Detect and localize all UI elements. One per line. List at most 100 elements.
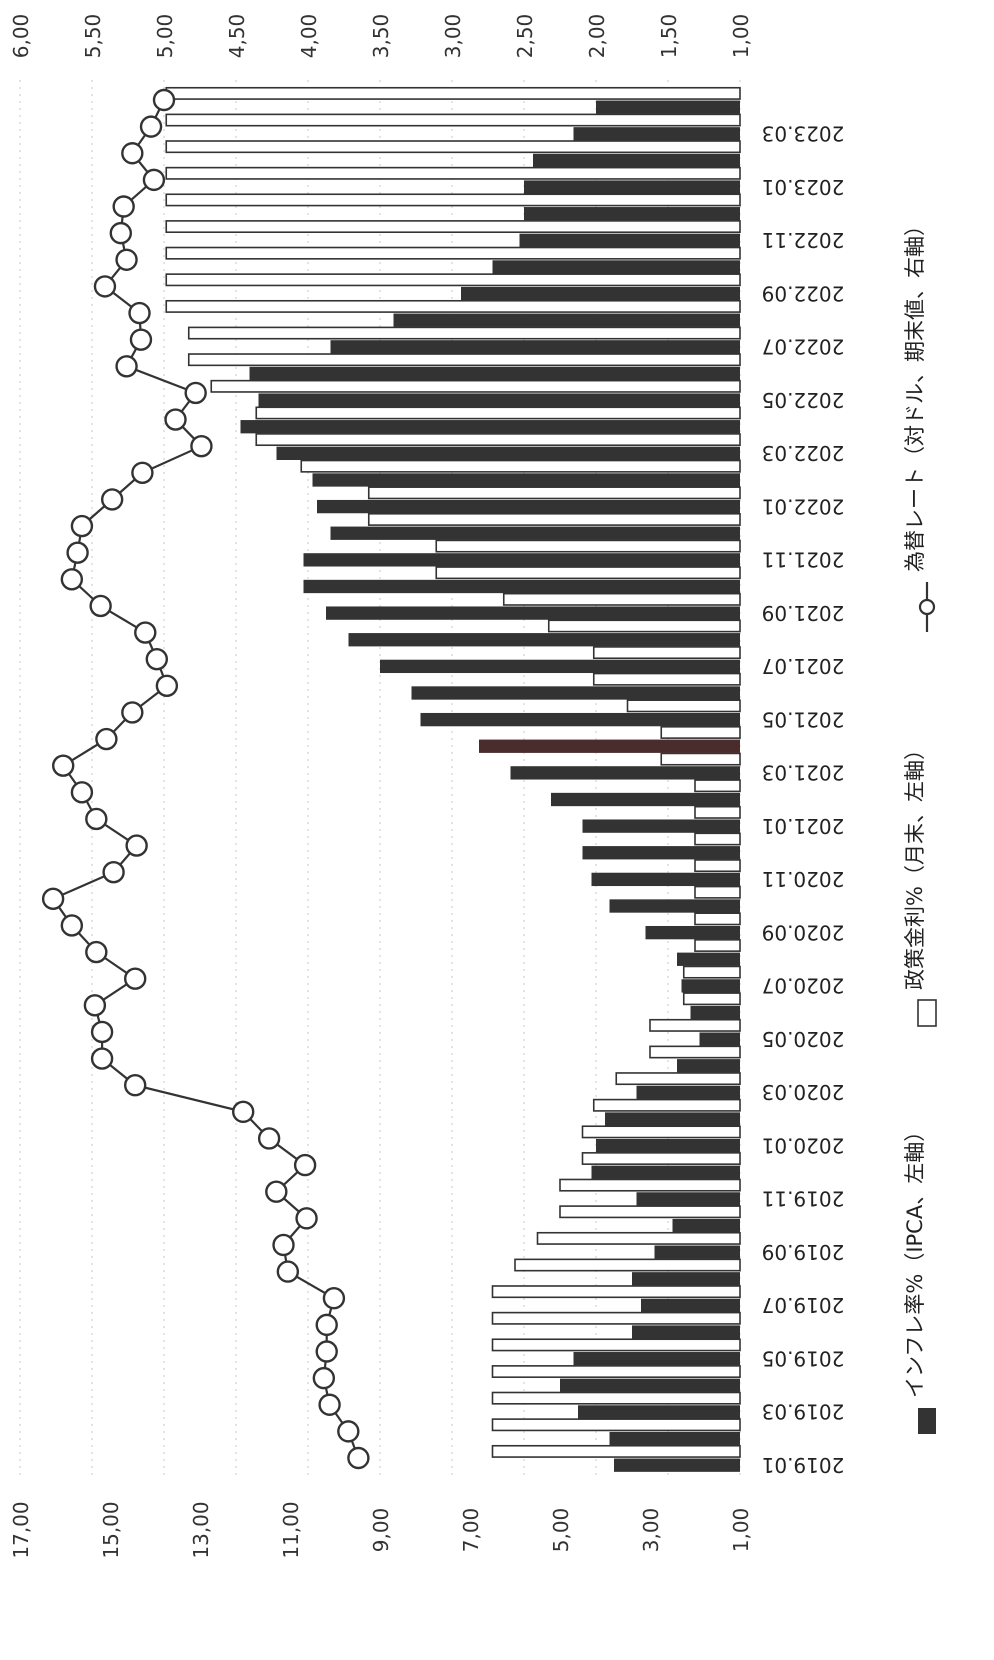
policy-rate-bar <box>581 1125 741 1139</box>
exchange-rate-point <box>231 1100 255 1124</box>
inflation-bar <box>380 659 740 674</box>
policy-rate-bar <box>514 1258 741 1272</box>
policy-rate-bar <box>592 646 741 660</box>
inflation-bar <box>591 1165 740 1179</box>
policy-rate-bar <box>660 752 741 766</box>
policy-rate-bar <box>165 166 741 180</box>
exchange-rate-point <box>318 1393 341 1416</box>
inflation-bar <box>614 1458 740 1472</box>
inflation-bar <box>645 925 740 940</box>
category-label: 2019.11 <box>762 1187 845 1211</box>
exchange-rate-point <box>83 994 107 1017</box>
exchange-rate-point <box>337 1420 360 1443</box>
inflation-bar <box>524 207 740 221</box>
inflation-bar <box>582 846 740 860</box>
category-label: 2021.09 <box>762 601 845 625</box>
policy-rate-bar <box>255 406 741 420</box>
category-label: 2020.07 <box>762 974 845 998</box>
exchange-rate-point <box>121 142 144 165</box>
inflation-bar <box>303 579 740 594</box>
inflation-bar <box>560 1378 740 1392</box>
exchange-rate-point <box>93 275 117 298</box>
policy-rate-bar <box>491 1444 741 1458</box>
policy-rate-bar <box>682 965 741 979</box>
policy-rate-bar <box>165 246 741 260</box>
category-label: 2019.01 <box>762 1453 845 1477</box>
policy-rate-bar <box>165 86 741 100</box>
inflation-bar <box>312 473 740 487</box>
left-axis-tick: 11,00 <box>279 1501 303 1558</box>
exchange-rate-point <box>139 115 163 138</box>
left-axis-tick: 7,00 <box>459 1508 483 1553</box>
exchange-rate-point <box>322 1287 346 1310</box>
policy-rate-bar <box>491 1338 741 1352</box>
inflation-bar <box>609 899 740 913</box>
policy-rate-bar <box>626 699 741 713</box>
legend-swatch-inflation <box>918 1408 936 1434</box>
exchange-rate-point <box>115 248 138 271</box>
exchange-rate-point <box>70 781 94 804</box>
legend-label-policy-rate: 政策金利%（月末、左軸） <box>903 739 927 990</box>
legend-swatch-exchange-marker <box>918 598 936 616</box>
exchange-rate-path <box>51 99 360 1459</box>
inflation-bar <box>420 712 740 727</box>
inflation-bar <box>632 1272 740 1286</box>
inflation-bar <box>582 819 740 833</box>
category-label: 2020.11 <box>762 867 845 891</box>
left-axis-tick: 17,00 <box>9 1501 33 1558</box>
category-label: 2021.11 <box>762 548 845 572</box>
inflation-bar <box>636 1192 740 1206</box>
right-axis: 1,00 1,50 2,00 2,50 3,00 3,50 4,00 4,50 5,00 5,50… <box>9 14 753 59</box>
policy-rate-bar <box>187 353 741 367</box>
category-label: 2019.03 <box>762 1400 845 1424</box>
inflation-bar <box>699 1032 740 1046</box>
right-axis-tick: 3,50 <box>369 14 393 59</box>
exchange-rate-point <box>85 807 108 831</box>
inflation-bar <box>524 180 740 194</box>
policy-rate-bar <box>592 672 741 686</box>
exchange-rate-point <box>60 568 84 591</box>
exchange-rate-point <box>90 1020 114 1044</box>
exchange-rate-point <box>123 967 147 990</box>
policy-rate-bar <box>491 1391 741 1405</box>
right-axis-tick: 4,00 <box>297 14 321 59</box>
legend-label-inflation: インフレ率%（IPCA、左軸） <box>903 1121 927 1398</box>
policy-rate-bar <box>694 859 741 873</box>
left-axis: 1,00 3,00 5,00 7,00 9,00 11,00 13,00 15,00 17,00 <box>9 1501 753 1558</box>
inflation-bar <box>677 952 740 966</box>
inflation-bar <box>690 1005 740 1020</box>
category-label: 2019.09 <box>762 1240 845 1264</box>
category-label: 2023.03 <box>762 122 845 146</box>
category-label: 2019.07 <box>762 1293 845 1317</box>
exchange-rate-point <box>295 1207 318 1230</box>
exchange-rate-point <box>265 1180 288 1203</box>
inflation-bar <box>519 233 740 247</box>
policy-rate-bar <box>694 805 741 819</box>
policy-rate-bar <box>367 512 741 526</box>
exchange-rate-point <box>315 1340 338 1363</box>
exchange-rate-line <box>41 88 370 1470</box>
right-axis-tick: 6,00 <box>9 14 33 59</box>
exchange-rate-point <box>312 1366 336 1390</box>
exchange-rate-point <box>90 1047 114 1070</box>
exchange-rate-point <box>66 541 89 564</box>
inflation-bar <box>609 1431 740 1446</box>
inflation-bar <box>303 553 740 567</box>
policy-rate-bar <box>491 1311 741 1325</box>
exchange-rate-point <box>60 914 84 937</box>
exchange-rate-point <box>315 1313 338 1337</box>
policy-rate-bar <box>255 433 741 447</box>
exchange-rate-point <box>129 328 153 351</box>
policy-rate-bar <box>491 1365 741 1378</box>
inflation-bar <box>578 1405 740 1419</box>
policy-rate-bar <box>694 779 741 793</box>
inflation-bar <box>249 366 740 381</box>
category-label: 2022.07 <box>762 335 845 359</box>
legend: インフレ率%（IPCA、左軸） 政策金利%（月末、左軸） 為替レート（対ドル、期末値… <box>903 215 937 1434</box>
inflation-bar <box>330 340 740 354</box>
right-axis-tick: 5,50 <box>81 14 105 59</box>
exchange-rate-point <box>142 168 166 192</box>
right-axis-tick: 1,50 <box>657 14 681 59</box>
exchange-rate-point <box>128 301 151 325</box>
exchange-rate-point <box>152 88 176 112</box>
